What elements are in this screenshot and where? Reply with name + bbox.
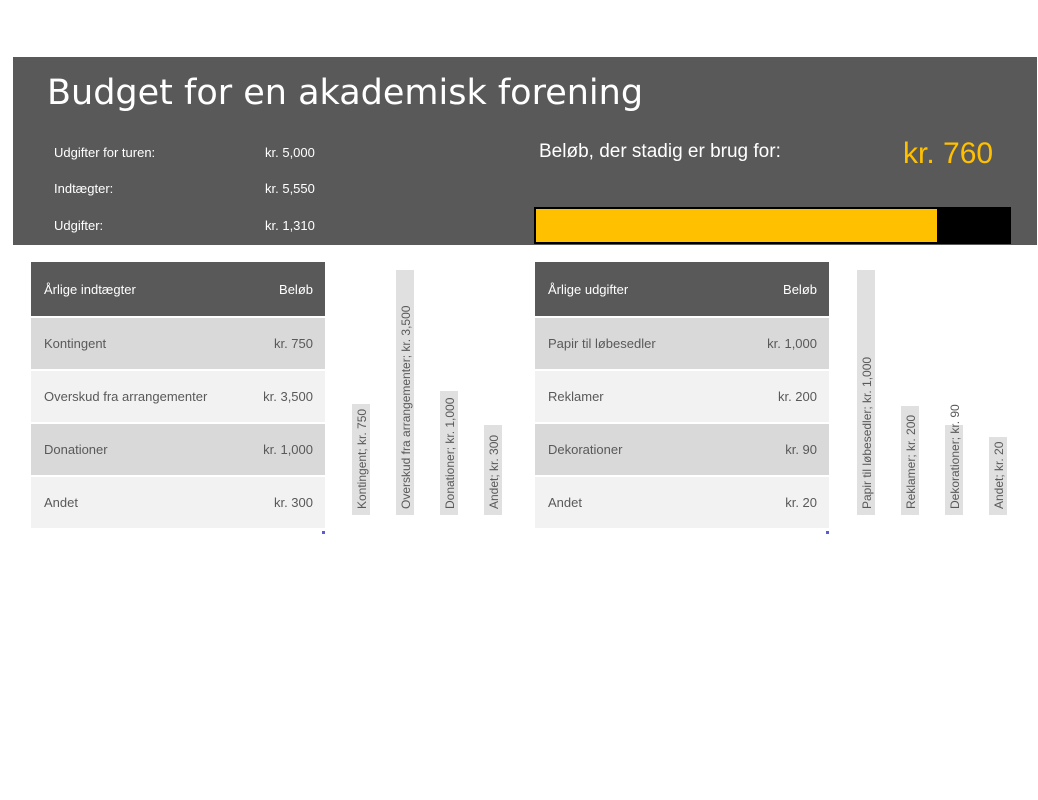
table-corner-marker — [322, 530, 325, 534]
income-table: Årlige indtægter Beløb Kontingent kr. 75… — [31, 262, 325, 536]
income-row-label: Kontingent — [44, 336, 107, 351]
income-row-amount: kr. 1,000 — [263, 442, 313, 457]
funding-progress-bar — [534, 207, 1011, 244]
chart-bar — [484, 425, 502, 515]
expenses-row-amount: kr. 200 — [777, 389, 817, 404]
income-row-amount: kr. 300 — [273, 495, 313, 510]
income-table-resize-handle — [31, 530, 325, 534]
income-row-label: Overskud fra arrangementer — [44, 389, 208, 404]
chart-bar-label: Papir til løbesedler; kr. 1,000 — [860, 356, 874, 509]
expenses-row-label: Papir til løbesedler — [548, 336, 656, 351]
chart-bar — [440, 391, 458, 515]
chart-bar — [396, 270, 414, 515]
chart-bar-label: Dekorationer; kr. 90 — [948, 404, 962, 509]
page-title: Budget for en akademisk forening — [47, 73, 644, 113]
income-table-header: Årlige indtægter Beløb — [31, 262, 325, 316]
income-row-amount: kr. 750 — [273, 336, 313, 351]
table-row[interactable]: Andet kr. 20 — [535, 477, 829, 528]
expenses-row-label: Andet — [548, 495, 582, 510]
chart-bar — [989, 436, 1007, 515]
chart-bar-label: Donationer; kr. 1,000 — [443, 397, 457, 509]
expenses-row-label: Reklamer — [548, 389, 604, 404]
chart-bar-label: Andet; kr. 300 — [487, 434, 501, 509]
amount-needed-label: Beløb, der stadig er brug for: — [539, 141, 781, 162]
expenses-header-label: Årlige udgifter — [548, 281, 629, 297]
chart-bar — [945, 424, 963, 515]
income-total-label: Indtægter: — [54, 181, 114, 196]
chart-bar-label: Reklamer; kr. 200 — [904, 414, 918, 509]
table-row[interactable]: Andet kr. 300 — [31, 477, 325, 528]
chart-bar-label: Kontingent; kr. 750 — [355, 408, 369, 509]
income-header-amount: Beløb — [279, 281, 313, 297]
income-bar-chart: Kontingent; kr. 750 Overskud fra arrangem… — [350, 270, 520, 515]
table-row[interactable]: Overskud fra arrangementer kr. 3,500 — [31, 371, 325, 422]
income-row-label: Andet — [44, 495, 78, 510]
expenses-row-label: Dekorationer — [548, 442, 623, 457]
chart-bar-label: Overskud fra arrangementer; kr. 3,500 — [399, 305, 413, 509]
table-row[interactable]: Kontingent kr. 750 — [31, 318, 325, 369]
income-row-label: Donationer — [44, 442, 108, 457]
expenses-row-amount: kr. 20 — [785, 495, 817, 510]
expenses-header-amount: Beløb — [783, 281, 817, 297]
expenses-table: Årlige udgifter Beløb Papir til løbesedl… — [535, 262, 829, 536]
chart-bar — [901, 406, 919, 515]
chart-bar — [352, 403, 370, 515]
income-total-value: kr. 5,550 — [265, 181, 315, 196]
income-header-label: Årlige indtægter — [44, 281, 136, 297]
expenses-total-label: Udgifter: — [54, 218, 104, 233]
trip-costs-value: kr. 5,000 — [265, 145, 315, 160]
table-row[interactable]: Reklamer kr. 200 — [535, 371, 829, 422]
expenses-total-value: kr. 1,310 — [265, 218, 315, 233]
expenses-row-amount: kr. 90 — [785, 442, 817, 457]
table-row[interactable]: Papir til løbesedler kr. 1,000 — [535, 318, 829, 369]
chart-bar — [857, 270, 875, 515]
amount-needed-value: kr. 760 — [903, 137, 994, 170]
funding-progress-fill — [536, 209, 938, 242]
income-row-amount: kr. 3,500 — [263, 389, 313, 404]
trip-costs-label: Udgifter for turen: — [54, 145, 156, 160]
table-row[interactable]: Donationer kr. 1,000 — [31, 424, 325, 475]
chart-bar-label: Andet; kr. 20 — [992, 441, 1006, 509]
table-row[interactable]: Dekorationer kr. 90 — [535, 424, 829, 475]
table-corner-marker — [826, 530, 829, 534]
expenses-table-resize-handle — [535, 530, 829, 534]
expenses-row-amount: kr. 1,000 — [767, 336, 817, 351]
summary-header: Budget for en akademisk forening Udgifte… — [13, 57, 1037, 245]
expenses-bar-chart: Papir til løbesedler; kr. 1,000 Reklamer;… — [855, 270, 1025, 515]
expenses-table-header: Årlige udgifter Beløb — [535, 262, 829, 316]
